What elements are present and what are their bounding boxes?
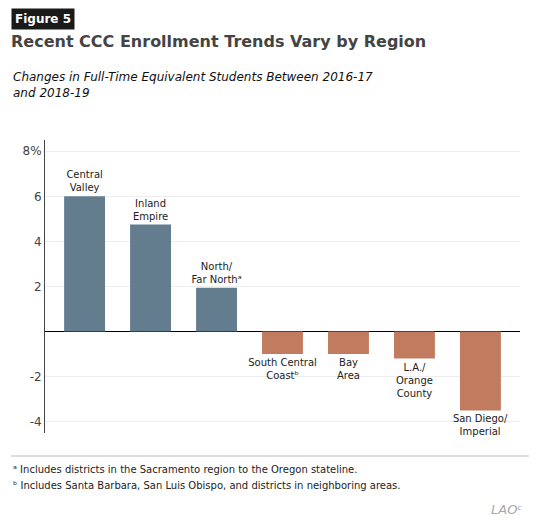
svg-text:L.A./OrangeCounty: L.A./OrangeCounty [396, 362, 433, 399]
svg-text:South CentralCoastᵇ: South CentralCoastᵇ [248, 357, 317, 381]
svg-text:Recent CCC Enrollment Trends V: Recent CCC Enrollment Trends Vary by Reg… [11, 32, 426, 51]
svg-text:LAOᶜ: LAOᶜ [491, 502, 522, 517]
svg-text:4: 4 [34, 235, 42, 249]
svg-text:Figure 5: Figure 5 [15, 12, 71, 26]
svg-text:8%: 8% [23, 144, 42, 158]
svg-text:BayArea: BayArea [337, 357, 360, 381]
svg-text:San Diego/Imperial: San Diego/Imperial [453, 413, 508, 437]
svg-text:Changes in Full-Time Equivalen: Changes in Full-Time Equivalent Students… [13, 70, 373, 100]
svg-text:2: 2 [34, 280, 42, 294]
svg-text:-4: -4 [30, 415, 42, 429]
svg-text:North/Far Northᵃ: North/Far Northᵃ [191, 261, 241, 285]
svg-text:ᵃ Includes districts in the Sa: ᵃ Includes districts in the Sacramento r… [13, 464, 357, 475]
svg-text:-2: -2 [30, 370, 42, 384]
svg-text:CentralValley: CentralValley [66, 169, 102, 193]
svg-text:6: 6 [34, 190, 42, 204]
svg-text:InlandEmpire: InlandEmpire [133, 198, 168, 222]
svg-text:ᵇ Includes Santa Barbara, San: ᵇ Includes Santa Barbara, San Luis Obisp… [13, 480, 401, 491]
